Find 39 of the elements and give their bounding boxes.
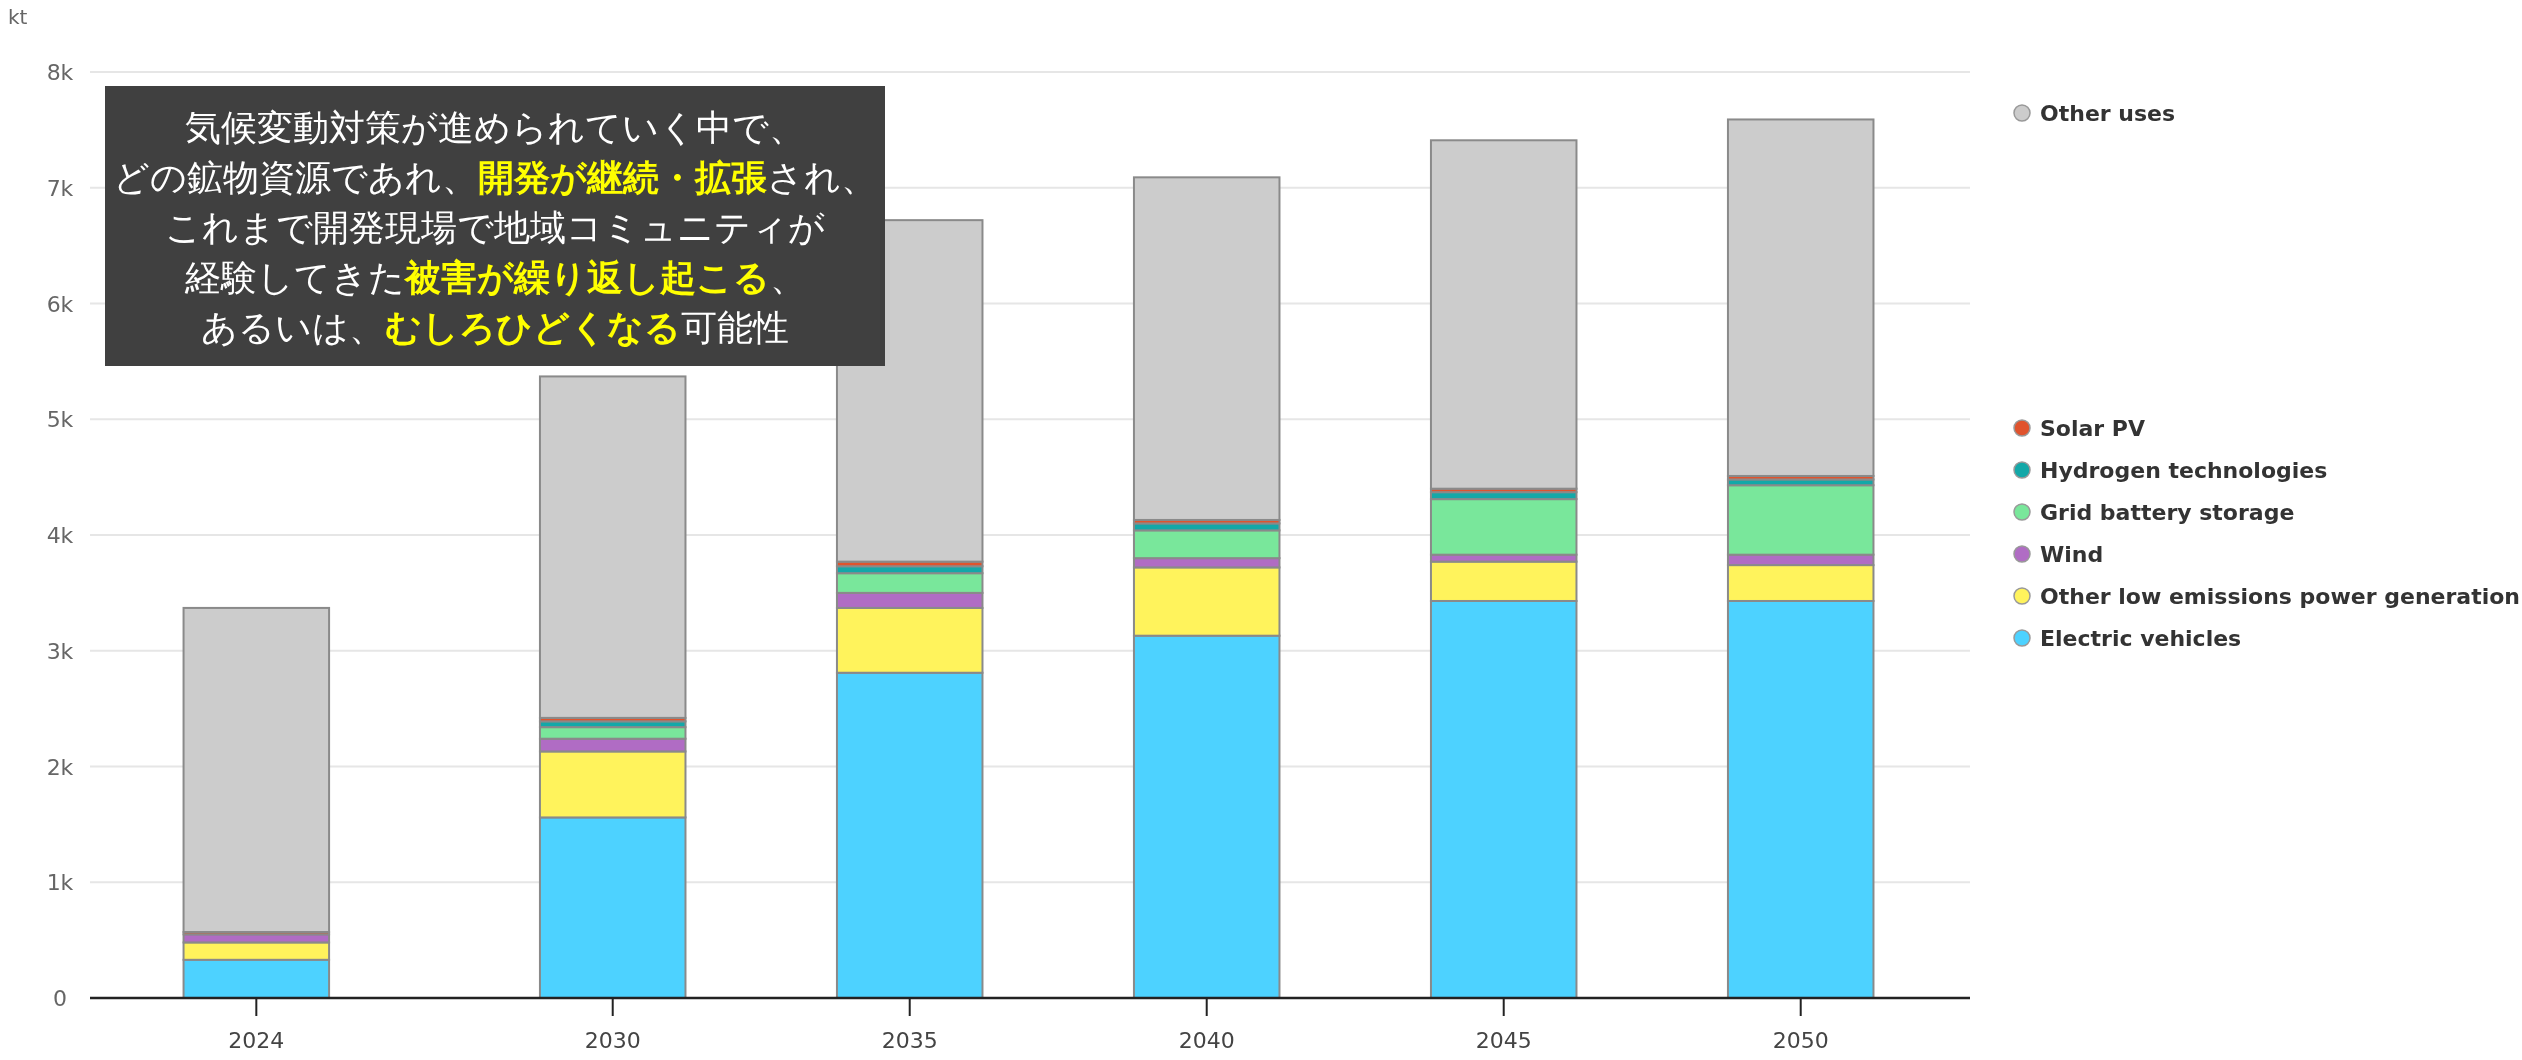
legend-label: Wind bbox=[2040, 542, 2104, 567]
annotation: これまで開発現場で地域コミュニティが bbox=[165, 207, 825, 248]
bar bbox=[182, 606, 331, 934]
bar bbox=[1429, 599, 1578, 999]
y-tick-label: 0 bbox=[53, 986, 67, 1011]
y-tick-label: 4k bbox=[46, 523, 74, 548]
x-tick-label: 2035 bbox=[881, 1028, 938, 1053]
y-tick-label: 8k bbox=[46, 60, 74, 85]
x-tick-label: 2045 bbox=[1475, 1028, 1532, 1053]
bar bbox=[1726, 599, 1875, 999]
annotation: 気候変動対策が進められていく中で、 bbox=[185, 107, 805, 148]
bar bbox=[538, 816, 687, 999]
bar bbox=[1726, 484, 1875, 556]
bar bbox=[835, 671, 984, 999]
y-tick-label: 1k bbox=[46, 870, 74, 896]
legend-label: Electric vehicles bbox=[2040, 626, 2242, 651]
bar bbox=[1132, 176, 1281, 521]
bar bbox=[1429, 139, 1578, 490]
y-tick-label: 6k bbox=[46, 291, 74, 317]
annotation: どの鉱物資源であれ、開発が継続・拡張され、 bbox=[113, 157, 877, 198]
legend-label: Other uses bbox=[2040, 101, 2176, 126]
legend-label: Other low emissions power generation bbox=[2040, 584, 2520, 609]
annotation: あるいは、むしろひどくなる可能性 bbox=[201, 307, 789, 348]
x-tick-label: 2024 bbox=[228, 1028, 285, 1053]
legend-label: Grid battery storage bbox=[2040, 500, 2295, 525]
x-tick-label: 2040 bbox=[1178, 1028, 1235, 1053]
x-tick-label: 2030 bbox=[584, 1028, 641, 1053]
y-tick-label: 5k bbox=[46, 407, 74, 433]
y-tick-label: 7k bbox=[46, 175, 74, 201]
bar bbox=[1726, 118, 1875, 477]
bar bbox=[538, 375, 687, 719]
annotation: 経験してきた被害が繰り返し起こる、 bbox=[183, 257, 806, 298]
y-axis-title: kt bbox=[8, 5, 28, 29]
x-tick-label: 2050 bbox=[1772, 1028, 1829, 1053]
y-tick-label: 3k bbox=[46, 638, 74, 664]
bar bbox=[1132, 634, 1281, 999]
legend-label: Hydrogen technologies bbox=[2040, 458, 2328, 483]
legend-label: Solar PV bbox=[2040, 416, 2146, 441]
y-tick-label: 2k bbox=[46, 754, 74, 780]
